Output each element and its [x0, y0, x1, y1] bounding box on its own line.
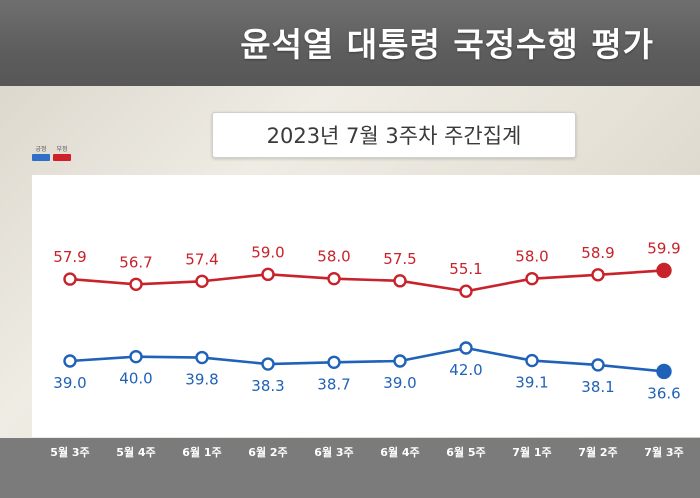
data-point-positive — [393, 354, 407, 368]
legend-item-negative: 부정 — [53, 146, 71, 161]
x-tick-label: 6월 4주 — [380, 445, 419, 459]
data-label-positive: 40.0 — [119, 370, 152, 388]
data-point-positive — [327, 355, 341, 369]
legend-label-negative: 부정 — [56, 146, 68, 153]
x-tick-label: 5월 4주 — [116, 445, 155, 459]
series-line-positive — [69, 346, 665, 373]
legend-swatch-positive — [32, 154, 50, 161]
chart-subtitle: 2023년 7월 3주차 주간집계 — [212, 112, 576, 158]
data-label-positive: 36.6 — [647, 384, 680, 402]
data-label-positive: 39.8 — [185, 371, 218, 389]
data-point-positive — [656, 363, 672, 380]
x-tick-label: 6월 1주 — [182, 445, 221, 459]
data-label-negative: 59.9 — [647, 239, 680, 257]
data-label-negative: 57.5 — [383, 250, 416, 268]
data-label-negative: 58.0 — [317, 248, 350, 266]
chart-panel — [32, 175, 700, 437]
x-tick-label: 7월 1주 — [512, 445, 551, 459]
data-point-negative — [63, 272, 77, 286]
data-label-negative: 58.9 — [581, 244, 614, 262]
data-point-positive — [261, 357, 275, 371]
x-tick-label: 7월 2주 — [578, 445, 617, 459]
data-label-positive: 38.1 — [581, 378, 614, 396]
data-point-positive — [591, 358, 605, 372]
x-tick-label: 6월 2주 — [248, 445, 287, 459]
data-point-negative — [591, 268, 605, 282]
data-label-positive: 39.1 — [515, 374, 548, 392]
data-point-positive — [525, 353, 539, 368]
data-point-negative — [656, 262, 672, 279]
legend-swatch-negative — [53, 154, 71, 161]
data-point-negative — [129, 277, 143, 291]
legend-label-positive: 긍정 — [35, 146, 47, 153]
chart-title: 윤석열 대통령 국정수행 평가 — [240, 25, 654, 64]
data-point-negative — [195, 274, 209, 288]
data-label-negative: 56.7 — [119, 253, 152, 271]
series-line-negative — [69, 269, 665, 293]
x-tick-label: 5월 3주 — [50, 445, 89, 459]
data-point-positive — [195, 350, 209, 365]
data-label-positive: 42.0 — [449, 361, 482, 379]
data-label-negative: 57.9 — [53, 248, 86, 266]
data-label-negative: 57.4 — [185, 250, 218, 268]
data-label-positive: 38.7 — [317, 375, 350, 393]
data-label-positive: 39.0 — [53, 374, 86, 392]
data-point-positive — [459, 341, 473, 355]
data-label-positive: 38.3 — [251, 377, 284, 395]
data-point-negative — [327, 271, 341, 286]
data-point-negative — [261, 267, 275, 282]
data-point-negative — [525, 271, 539, 286]
data-label-negative: 59.0 — [251, 243, 284, 261]
data-label-positive: 39.0 — [383, 374, 416, 392]
data-label-negative: 55.1 — [449, 260, 482, 278]
data-label-negative: 58.0 — [515, 248, 548, 266]
data-point-positive — [129, 349, 143, 364]
x-axis-band — [0, 438, 700, 498]
data-point-negative — [459, 284, 473, 298]
data-point-positive — [63, 354, 77, 368]
x-tick-label: 6월 3주 — [314, 445, 353, 459]
x-tick-label: 6월 5주 — [446, 445, 485, 459]
data-point-negative — [393, 274, 407, 288]
legend: 긍정 부정 — [32, 146, 71, 161]
legend-item-positive: 긍정 — [32, 146, 50, 161]
x-tick-label: 7월 3주 — [644, 445, 683, 459]
title-band: 윤석열 대통령 국정수행 평가 — [0, 0, 700, 86]
